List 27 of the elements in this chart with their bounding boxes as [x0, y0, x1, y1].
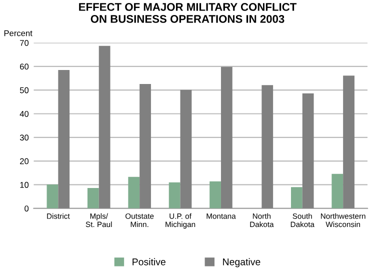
y-tick-label: 20	[20, 158, 29, 164]
bar	[140, 84, 151, 208]
y-tick-label: 70	[20, 40, 29, 46]
bar	[128, 176, 140, 208]
y-tick-label: 40	[20, 110, 29, 117]
bar	[87, 188, 99, 208]
bar	[332, 174, 344, 208]
chart-title: EFFECT OF MAJOR MILITARY CONFLICT ON BUSINESS OPERATIONS IN 2003	[79, 3, 297, 23]
legend-label: Positive	[132, 258, 166, 266]
bar	[262, 85, 274, 208]
bar	[210, 181, 221, 208]
y-tick-label: 0	[24, 206, 29, 212]
bar	[302, 93, 314, 208]
y-tick-label: 60	[20, 64, 29, 70]
y-tick-label: 10	[20, 182, 29, 188]
bar	[58, 70, 70, 208]
bar	[343, 76, 354, 208]
y-tick-label: 50	[20, 87, 29, 94]
bar	[46, 184, 58, 208]
bar	[290, 187, 302, 208]
y-axis-title: Percent	[4, 30, 32, 36]
bar	[168, 182, 180, 208]
bar	[180, 90, 192, 208]
bar	[220, 66, 232, 208]
legend-label: Negative	[223, 258, 260, 268]
bar	[98, 46, 110, 208]
y-tick-label: 30	[20, 134, 29, 141]
